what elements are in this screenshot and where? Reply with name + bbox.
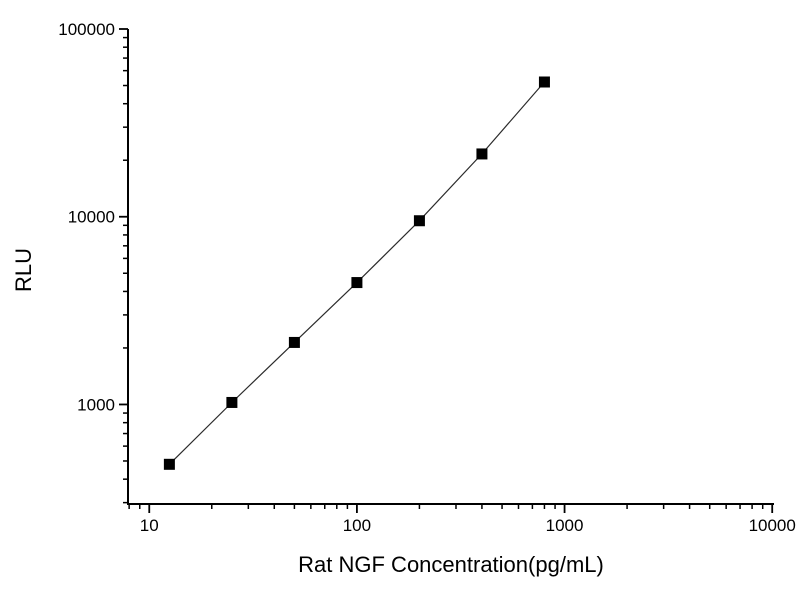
y-tick-label: 1000 [77,395,115,414]
data-point-marker [163,458,175,470]
series-marker-layer [163,76,550,470]
data-point-marker [288,336,300,348]
data-point-marker [413,215,425,227]
x-tick-label: 1000 [546,516,584,535]
series-line-layer [168,81,545,465]
x-tick-label: 10000 [749,516,796,535]
y-axis-title: RLU [11,248,36,292]
y-tick-label: 100000 [58,20,115,39]
axis-spines [127,29,774,505]
data-point-marker [226,396,238,408]
y-tick-label: 10000 [68,208,115,227]
data-point-marker [538,76,550,88]
series-line [168,81,545,465]
axes-layer: 10 100 1000 10000 1000 10000 100000 [58,20,796,535]
data-point-marker [351,277,363,289]
x-tick-label: 10 [140,516,159,535]
x-tick-label: 100 [343,516,371,535]
data-point-marker [476,148,488,160]
x-axis-title: Rat NGF Concentration(pg/mL) [298,552,604,577]
